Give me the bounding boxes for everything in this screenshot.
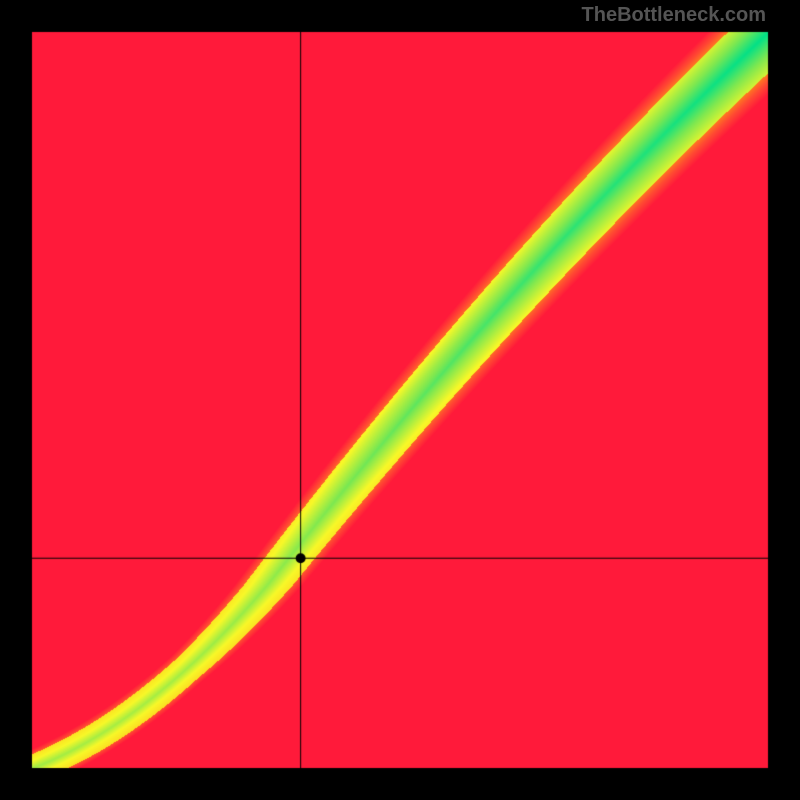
watermark-text: TheBottleneck.com — [582, 4, 766, 27]
chart-container: TheBottleneck.com — [0, 0, 800, 800]
bottleneck-heatmap — [0, 0, 800, 800]
